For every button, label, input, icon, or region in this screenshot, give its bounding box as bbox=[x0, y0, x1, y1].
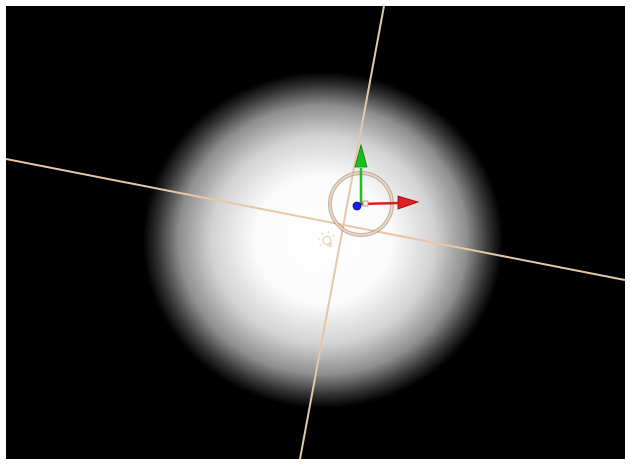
light-bulb-icon[interactable] bbox=[314, 228, 338, 251]
light-guide-lines bbox=[6, 6, 625, 459]
guide-line-vertical bbox=[299, 6, 385, 459]
guide-line-horizontal bbox=[6, 158, 625, 281]
gizmo-center[interactable] bbox=[362, 200, 369, 207]
3d-viewport[interactable] bbox=[6, 6, 625, 459]
viewport-canvas[interactable] bbox=[6, 6, 625, 459]
y-axis-arrow-icon[interactable] bbox=[354, 143, 368, 168]
transform-gizmo[interactable] bbox=[328, 143, 420, 237]
x-axis-arrow-icon[interactable] bbox=[397, 195, 420, 210]
z-axis-handle-icon[interactable] bbox=[352, 201, 362, 211]
